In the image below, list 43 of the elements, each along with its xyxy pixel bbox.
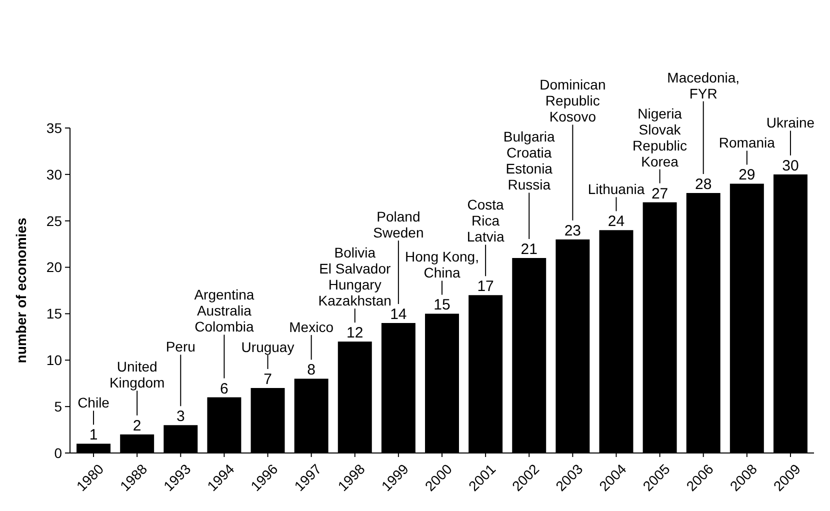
y-tick-label: 30 xyxy=(46,166,62,182)
y-tick-label: 15 xyxy=(46,306,62,322)
annotation: Uruguay xyxy=(241,339,294,355)
data-label: 14 xyxy=(390,306,407,323)
data-label: 8 xyxy=(307,362,316,379)
data-label: 27 xyxy=(651,185,668,202)
annotation: Ukraine xyxy=(766,114,815,131)
y-axis-title: number of economies xyxy=(13,218,29,364)
y-tick-label: 20 xyxy=(46,259,62,276)
data-label: 24 xyxy=(608,213,625,230)
y-tick-label: 10 xyxy=(46,352,62,368)
data-label: 21 xyxy=(520,241,538,258)
annotation: Poland Sweden xyxy=(373,208,424,241)
annotation: Bolivia El Salvador Hungary Kazakhstan xyxy=(318,244,392,309)
data-label: 15 xyxy=(434,296,450,314)
annotation: United Kingdom xyxy=(109,358,165,391)
text: Dominican Republic Kosovo xyxy=(540,76,606,125)
y-tick-label: 25 xyxy=(46,212,62,229)
y-tick-label: 35 xyxy=(46,120,62,136)
annotation: Peru xyxy=(166,338,196,355)
data-label: 6 xyxy=(220,380,228,398)
y-tick-label: 5 xyxy=(54,398,62,414)
annotation: Costa Rica Latvia xyxy=(466,196,504,245)
annotation: Chile xyxy=(78,394,110,411)
annotation: Hong Kong, China xyxy=(405,248,479,281)
text: Macedonia, FYR xyxy=(667,69,740,102)
data-label: 3 xyxy=(176,408,185,426)
data-label: 1 xyxy=(89,426,98,444)
annotation: Nigeria Slovak Republic Korea xyxy=(632,105,688,170)
annotation: Argentina Australia Colombia xyxy=(194,286,254,335)
data-label: 17 xyxy=(477,278,494,296)
data-label: 7 xyxy=(264,371,272,388)
data-label: 23 xyxy=(564,222,582,240)
annotation: Romania xyxy=(718,134,776,151)
data-label: 29 xyxy=(738,166,756,184)
data-label: 30 xyxy=(782,157,799,174)
annotation: Bulgaria Croatia Estonia Russia xyxy=(503,128,556,193)
data-label: 12 xyxy=(346,324,364,342)
y-tick-label: 0 xyxy=(54,444,62,461)
data-label: 2 xyxy=(132,417,142,434)
annotation: Lithuania xyxy=(588,181,645,198)
data-label: 28 xyxy=(695,176,712,193)
annotation: Mexico xyxy=(289,319,334,335)
